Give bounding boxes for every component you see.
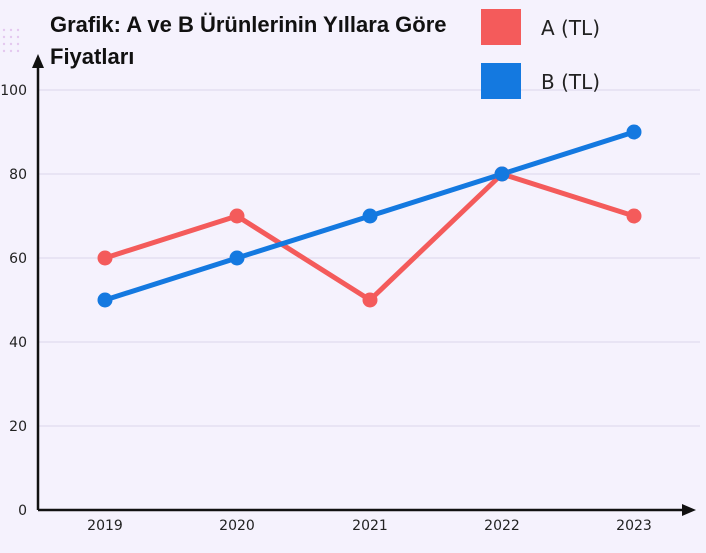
data-point-b bbox=[229, 250, 245, 266]
decorative-dot bbox=[9, 49, 13, 53]
y-tick-label: 100 bbox=[0, 83, 27, 99]
y-tick-label: 40 bbox=[9, 335, 27, 351]
x-tick-label: 2021 bbox=[352, 518, 388, 534]
x-axis-arrow bbox=[682, 504, 696, 516]
chart-title: Grafik: A ve B Ürünlerinin Yıllara Göre … bbox=[50, 12, 447, 69]
y-tick-label: 20 bbox=[9, 419, 27, 435]
legend: A (TL) B (TL) bbox=[481, 9, 600, 99]
series-layer bbox=[97, 124, 642, 308]
series-line-a bbox=[102, 171, 637, 303]
decorative-dot bbox=[2, 49, 6, 53]
data-point-b bbox=[97, 292, 113, 308]
title-line-2: Fiyatları bbox=[50, 44, 134, 69]
data-point-a bbox=[362, 292, 378, 308]
title-line-1: Grafik: A ve B Ürünlerinin Yıllara Göre bbox=[50, 12, 447, 37]
y-tick-label: 0 bbox=[18, 503, 27, 519]
decorative-dot bbox=[16, 42, 20, 46]
legend-swatch-b bbox=[481, 63, 521, 99]
decorative-dot bbox=[16, 35, 20, 39]
x-tick-labels: 2019 2020 2021 2022 2023 bbox=[87, 518, 652, 534]
x-tick-label: 2023 bbox=[616, 518, 652, 534]
x-tick-label: 2019 bbox=[87, 518, 123, 534]
decorative-dot bbox=[2, 35, 6, 39]
decorative-dot bbox=[16, 49, 20, 53]
data-point-b bbox=[626, 124, 642, 140]
y-tick-label: 80 bbox=[9, 167, 27, 183]
x-tick-label: 2022 bbox=[484, 518, 520, 534]
y-axis-arrow bbox=[32, 54, 44, 68]
decorative-dot bbox=[16, 28, 20, 32]
legend-label-b: B (TL) bbox=[541, 70, 600, 94]
decorative-dot bbox=[9, 35, 13, 39]
data-point-a bbox=[626, 208, 642, 224]
data-point-a bbox=[229, 208, 245, 224]
decorative-dots bbox=[2, 28, 20, 53]
y-tick-label: 60 bbox=[9, 251, 27, 267]
data-point-a bbox=[97, 250, 113, 266]
decorative-dot bbox=[9, 28, 13, 32]
axes bbox=[32, 54, 696, 516]
decorative-dot bbox=[2, 28, 6, 32]
decorative-dot bbox=[2, 42, 6, 46]
legend-label-a: A (TL) bbox=[541, 16, 600, 40]
data-point-b bbox=[362, 208, 378, 224]
decorative-dot bbox=[9, 42, 13, 46]
data-point-b bbox=[494, 166, 510, 182]
grid bbox=[38, 89, 700, 427]
y-tick-labels: 0 20 40 60 80 100 bbox=[0, 83, 27, 519]
x-tick-label: 2020 bbox=[219, 518, 255, 534]
legend-swatch-a bbox=[481, 9, 521, 45]
